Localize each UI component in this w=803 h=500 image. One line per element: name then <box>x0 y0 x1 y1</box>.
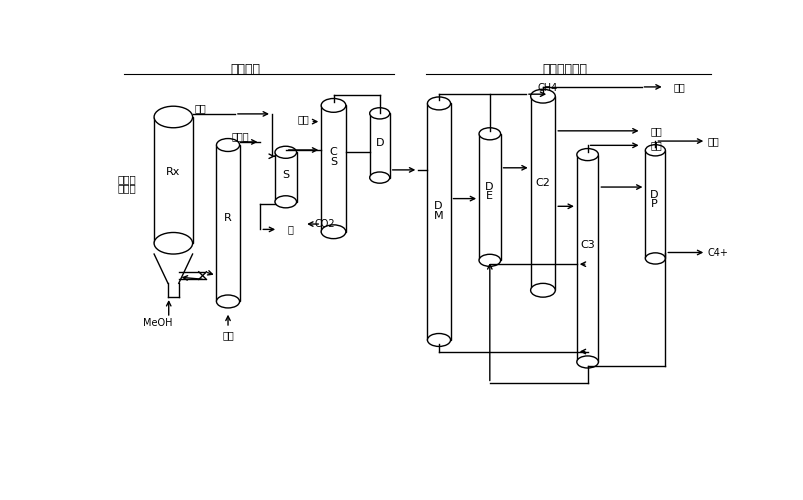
Text: 丙烷: 丙烷 <box>707 136 719 146</box>
Bar <box>479 134 500 260</box>
Bar <box>576 154 597 362</box>
Bar <box>427 104 450 340</box>
Bar <box>645 150 665 258</box>
Text: D: D <box>650 190 658 200</box>
Text: 反应部分: 反应部分 <box>230 62 259 76</box>
Ellipse shape <box>645 144 665 156</box>
Text: 燃料气: 燃料气 <box>231 131 249 141</box>
Bar <box>320 106 345 232</box>
Ellipse shape <box>320 98 345 112</box>
Ellipse shape <box>530 284 555 297</box>
Text: 空气: 空气 <box>222 330 234 340</box>
Ellipse shape <box>154 106 193 128</box>
Ellipse shape <box>576 148 597 160</box>
Ellipse shape <box>530 90 555 103</box>
Ellipse shape <box>427 97 450 110</box>
Ellipse shape <box>576 356 597 368</box>
Text: 产品: 产品 <box>194 102 206 113</box>
Text: E: E <box>485 192 492 202</box>
Text: R: R <box>224 213 231 223</box>
Ellipse shape <box>275 146 296 158</box>
Text: 产品回收部分: 产品回收部分 <box>541 62 586 76</box>
Text: C2: C2 <box>535 178 550 188</box>
Text: C: C <box>329 148 337 158</box>
Ellipse shape <box>154 232 193 254</box>
Ellipse shape <box>479 254 500 266</box>
Ellipse shape <box>320 225 345 238</box>
Bar <box>154 117 193 244</box>
Bar <box>530 96 555 290</box>
Ellipse shape <box>369 108 389 119</box>
Text: P: P <box>650 199 657 209</box>
Bar <box>275 152 296 202</box>
Text: 乙烯: 乙烯 <box>673 82 685 92</box>
Text: Rx: Rx <box>166 166 181 176</box>
Text: D: D <box>375 138 384 148</box>
Text: C4+: C4+ <box>707 248 728 258</box>
Ellipse shape <box>645 253 665 264</box>
Ellipse shape <box>216 295 239 308</box>
Text: MeOH: MeOH <box>143 318 173 328</box>
Text: CO2: CO2 <box>314 219 335 229</box>
Text: S: S <box>282 170 289 180</box>
Text: C3: C3 <box>580 240 594 250</box>
Text: S: S <box>329 156 336 166</box>
Ellipse shape <box>275 196 296 208</box>
Text: D: D <box>484 182 493 192</box>
Text: 流化床: 流化床 <box>117 174 137 184</box>
Bar <box>369 114 389 178</box>
Ellipse shape <box>427 334 450 346</box>
Ellipse shape <box>216 138 239 151</box>
Text: D: D <box>434 202 442 211</box>
Text: CH4: CH4 <box>537 83 557 93</box>
Text: 丙烯: 丙烯 <box>650 140 662 150</box>
Text: 水: 水 <box>287 224 293 234</box>
Ellipse shape <box>369 172 389 183</box>
Text: M: M <box>433 210 442 220</box>
Bar <box>216 145 239 302</box>
Text: 乙烷: 乙烷 <box>650 126 662 136</box>
Ellipse shape <box>479 128 500 140</box>
Text: 反应器: 反应器 <box>117 184 137 194</box>
Text: 碱液: 碱液 <box>297 114 308 124</box>
